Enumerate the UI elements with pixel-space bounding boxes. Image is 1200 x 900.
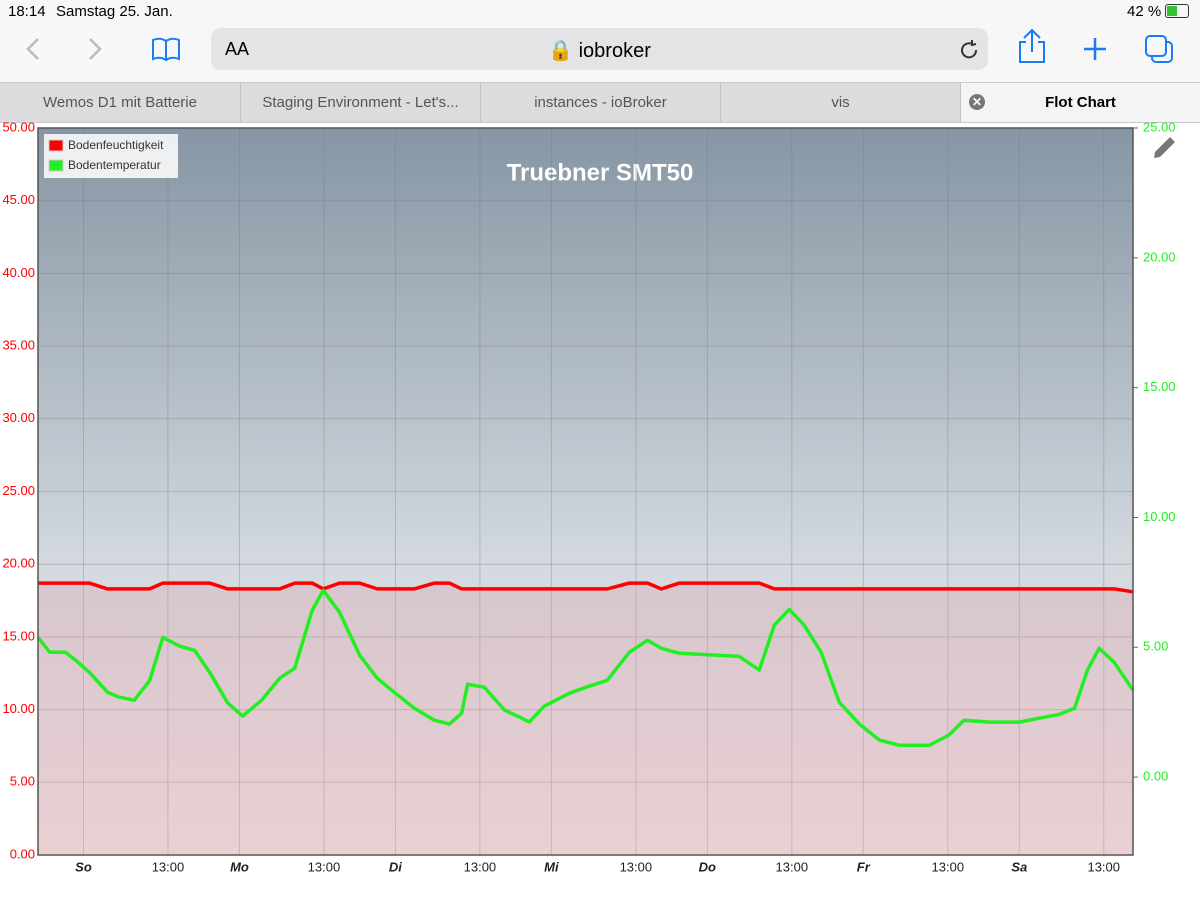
legend-swatch: [48, 159, 64, 172]
x-tick-label: So: [75, 859, 92, 874]
browser-toolbar: AA 🔒 iobroker: [0, 22, 1200, 82]
address-text: iobroker: [578, 40, 651, 62]
x-tick-label: 13:00: [932, 859, 965, 874]
x-tick-label: Sa: [1011, 859, 1027, 874]
y-tick-label: 0.00: [10, 846, 35, 861]
y2-tick-label: 25.00: [1143, 121, 1176, 134]
legend-label: Bodenfeuchtigkeit: [68, 138, 164, 152]
time: 18:14: [8, 3, 46, 20]
legend-box: [44, 134, 178, 178]
y-tick-label: 25.00: [2, 483, 35, 498]
close-tab-button[interactable]: ✕: [969, 94, 985, 110]
legend-swatch: [48, 139, 64, 152]
y2-tick-label: 5.00: [1143, 639, 1168, 654]
edit-icon[interactable]: [1154, 137, 1175, 158]
y2-tick-label: 0.00: [1143, 769, 1168, 784]
status-bar: 18:14 Samstag 25. Jan. 42 %: [0, 0, 1200, 22]
y-tick-label: 5.00: [10, 774, 35, 789]
x-tick-label: Fr: [857, 859, 871, 874]
bookmarks-button[interactable]: [152, 37, 180, 62]
x-tick-label: 13:00: [620, 859, 653, 874]
tab[interactable]: vis: [721, 83, 961, 122]
tab-title: Flot Chart: [1045, 94, 1116, 111]
new-tab-button[interactable]: [1084, 38, 1106, 60]
reload-button[interactable]: [957, 38, 981, 62]
tab[interactable]: instances - ioBroker: [481, 83, 721, 122]
battery-icon: [1165, 4, 1189, 18]
tab-bar: Wemos D1 mit Batterie Staging Environmen…: [0, 82, 1200, 123]
y-tick-label: 15.00: [2, 628, 35, 643]
text-size-button[interactable]: AA: [225, 39, 250, 59]
series-line: [36, 588, 1135, 747]
y-tick-label: 45.00: [2, 192, 35, 207]
tab[interactable]: Staging Environment - Let's...: [241, 83, 481, 122]
tabs-button[interactable]: [1145, 35, 1173, 63]
x-tick-label: Di: [389, 859, 402, 874]
x-tick-label: 13:00: [308, 859, 341, 874]
x-tick-label: 13:00: [464, 859, 497, 874]
x-tick-label: Mo: [230, 859, 249, 874]
chart: Truebner SMT50 0.00 5.00 10.00 15.00 20.00 25…: [2, 121, 1176, 874]
plot-border: [37, 127, 1134, 856]
area-fill: [38, 583, 1133, 855]
x-tick-label: 13:00: [1087, 859, 1120, 874]
address-bar[interactable]: AA 🔒 iobroker: [211, 28, 988, 70]
x-tick-label: Mi: [544, 859, 559, 874]
share-button[interactable]: [1019, 28, 1045, 63]
y-tick-label: 20.00: [2, 556, 35, 571]
x-tick-label: Do: [699, 859, 716, 874]
y2-tick-label: 20.00: [1143, 249, 1176, 264]
chart-title: Truebner SMT50: [507, 159, 694, 186]
date: Samstag 25. Jan.: [56, 3, 173, 20]
x-tick-label: 13:00: [776, 859, 809, 874]
y2-tick-label: 15.00: [1143, 379, 1176, 394]
legend-label: Bodentemperatur: [68, 158, 161, 172]
address: 🔒 iobroker: [548, 40, 651, 62]
battery-percent: 42 %: [1127, 3, 1162, 20]
legend: Bodenfeuchtigkeit Bodentemperatur: [44, 134, 178, 178]
y-tick-label: 10.00: [2, 701, 35, 716]
series-line: [38, 581, 1134, 594]
nav-icons: [26, 37, 180, 62]
y-tick-label: 40.00: [2, 265, 35, 280]
y2-tick-label: 10.00: [1143, 509, 1176, 524]
action-icons: [1019, 28, 1173, 63]
y-tick-label: 35.00: [2, 338, 35, 353]
back-button[interactable]: [26, 38, 39, 60]
tab[interactable]: Wemos D1 mit Batterie: [0, 83, 241, 122]
x-tick-label: 13:00: [152, 859, 185, 874]
active-tab[interactable]: ✕ Flot Chart: [961, 83, 1200, 122]
forward-button[interactable]: [89, 38, 102, 60]
y-tick-label: 50.00: [2, 121, 35, 134]
y-tick-label: 30.00: [2, 410, 35, 425]
